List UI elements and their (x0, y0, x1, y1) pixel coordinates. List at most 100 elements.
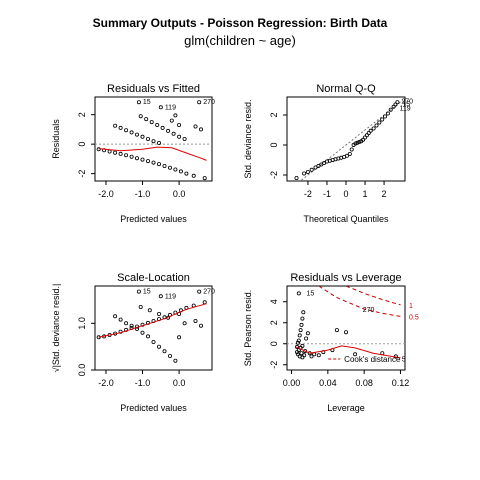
y-tick-label: 2 (77, 112, 87, 117)
data-point (129, 130, 134, 135)
data-point (182, 321, 187, 326)
data-point (162, 163, 167, 168)
data-point (304, 336, 309, 341)
smoother-line (295, 345, 401, 359)
x-tick-label: 0.04 (319, 378, 337, 388)
data-point (118, 317, 123, 322)
data-point (302, 353, 307, 358)
data-point (169, 118, 174, 123)
point-label: 15 (143, 99, 151, 106)
point-label: 119 (165, 293, 176, 300)
data-point (353, 352, 358, 357)
data-point (140, 157, 145, 162)
data-point (299, 322, 304, 327)
data-point (312, 352, 317, 357)
data-point (173, 167, 178, 172)
x-tick-label: 0 (343, 189, 348, 199)
data-point (197, 100, 202, 105)
data-point (177, 134, 182, 139)
data-point (173, 113, 178, 118)
panels: Residuals vs Fitted Predicted values Resid… (51, 83, 419, 413)
panel-title: Scale-Location (117, 272, 190, 284)
data-point (156, 344, 161, 349)
data-point (107, 149, 112, 154)
chart-panel-2: Normal Q-Q Theoretical Quantiles Std. devi… (243, 83, 413, 224)
point-label: 270 (203, 99, 215, 106)
data-point (138, 304, 143, 309)
data-point (151, 160, 156, 165)
panel-title: Residuals vs Leverage (290, 272, 401, 284)
data-point (197, 289, 202, 294)
point-label: 15 (402, 102, 410, 109)
data-point (301, 310, 306, 315)
y-axis-label: Std. deviance resid. (243, 99, 253, 178)
x-tick-label: -1 (323, 189, 331, 199)
data-point (134, 156, 139, 161)
data-point (294, 344, 299, 349)
data-point (300, 355, 305, 360)
data-point (309, 167, 314, 172)
data-point (158, 105, 163, 110)
plot-area (95, 100, 212, 181)
cooks-contour-label: 1 (409, 303, 413, 310)
x-axis-label: Predicted values (120, 403, 187, 413)
data-point (134, 132, 139, 137)
plot-frame (94, 285, 213, 371)
data-point (380, 117, 385, 122)
data-point (140, 134, 145, 139)
x-tick-label: -1.0 (135, 189, 151, 199)
data-point (144, 117, 149, 122)
data-point (385, 111, 390, 116)
data-point (395, 100, 400, 105)
x-tick-label: 0.0 (173, 378, 186, 388)
plot-area (294, 99, 404, 181)
y-axis-label: √|Std. deviance resid.| (51, 284, 61, 373)
panel-title: Normal Q-Q (316, 83, 376, 95)
data-point (145, 334, 150, 339)
data-point (124, 321, 129, 326)
data-point (156, 162, 161, 167)
data-point (129, 154, 134, 159)
data-point (140, 330, 145, 335)
data-point (303, 349, 308, 354)
data-point (296, 291, 301, 296)
y-tick-label: 0 (269, 142, 279, 147)
x-tick-label: -2 (304, 189, 312, 199)
data-point (349, 147, 354, 152)
cooks-contour-1 (345, 286, 401, 306)
data-point (393, 102, 398, 107)
data-point (355, 140, 360, 145)
y-tick-label: 0 (77, 142, 87, 147)
x-tick-label: 0.00 (283, 378, 301, 388)
data-point (160, 125, 165, 130)
data-point (118, 125, 123, 130)
y-tick-label: 0.0 (77, 364, 87, 377)
data-point (136, 289, 141, 294)
x-tick-label: 1 (363, 189, 368, 199)
data-point (124, 128, 129, 133)
chart-panel-1: Residuals vs Fitted Predicted values Resid… (51, 83, 215, 224)
data-point (374, 123, 379, 128)
data-point (295, 340, 300, 345)
data-point (177, 123, 182, 128)
x-axis-label: Leverage (327, 403, 365, 413)
data-point (357, 139, 362, 144)
data-point (167, 165, 172, 170)
x-tick-label: 0.08 (355, 378, 373, 388)
data-point (147, 308, 152, 313)
data-point (298, 328, 303, 333)
data-point (361, 137, 366, 142)
data-point (344, 153, 349, 158)
x-tick-label: -1.0 (135, 378, 151, 388)
data-point (305, 169, 310, 174)
data-point (184, 171, 189, 176)
figure-subtitle: glm(children ~ age) (184, 33, 296, 48)
data-point (166, 128, 171, 133)
point-label: 119 (399, 105, 410, 112)
plot-area (96, 289, 207, 363)
data-point (178, 169, 183, 174)
y-tick-label: 1.0 (77, 317, 87, 330)
data-point (145, 159, 150, 164)
data-point (177, 335, 182, 340)
point-label: 15 (143, 289, 151, 296)
